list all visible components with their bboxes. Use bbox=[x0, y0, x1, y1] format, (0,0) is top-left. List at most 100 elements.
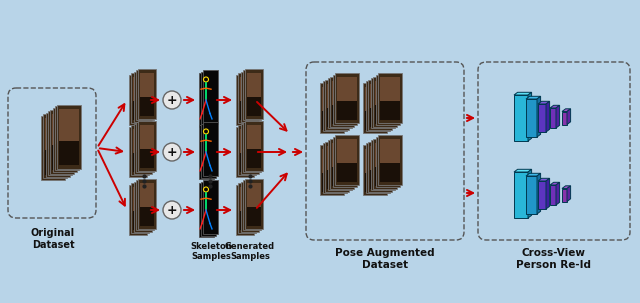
Bar bbox=[54, 112, 74, 145]
Bar bbox=[50, 147, 70, 171]
Bar bbox=[133, 77, 147, 103]
Bar bbox=[330, 82, 349, 108]
Bar bbox=[57, 142, 77, 167]
Bar bbox=[138, 68, 156, 118]
Bar bbox=[136, 186, 150, 212]
Bar bbox=[327, 84, 347, 110]
Text: Generated
Samples: Generated Samples bbox=[225, 242, 275, 261]
Bar bbox=[335, 103, 355, 122]
Bar bbox=[365, 173, 385, 192]
Bar bbox=[202, 70, 218, 124]
Bar bbox=[59, 141, 79, 165]
Bar bbox=[57, 105, 81, 169]
Polygon shape bbox=[562, 186, 571, 188]
Bar bbox=[202, 122, 218, 176]
Bar bbox=[131, 131, 145, 157]
Bar bbox=[365, 111, 385, 130]
Polygon shape bbox=[538, 178, 550, 181]
Bar bbox=[50, 110, 74, 174]
Bar bbox=[245, 208, 259, 227]
Bar bbox=[240, 129, 254, 155]
Bar bbox=[236, 185, 254, 235]
Bar bbox=[200, 181, 216, 235]
Bar bbox=[367, 109, 387, 128]
Bar bbox=[514, 172, 528, 218]
Bar bbox=[365, 143, 390, 193]
Bar bbox=[245, 184, 259, 210]
Text: +: + bbox=[166, 146, 177, 159]
Bar bbox=[245, 121, 263, 171]
Circle shape bbox=[163, 201, 181, 219]
Bar bbox=[337, 102, 357, 120]
Bar bbox=[134, 124, 152, 174]
Bar bbox=[136, 70, 154, 120]
Bar bbox=[327, 108, 347, 127]
Bar bbox=[367, 147, 387, 173]
Bar bbox=[367, 85, 387, 112]
Bar bbox=[247, 125, 261, 151]
Bar bbox=[337, 163, 357, 182]
Bar bbox=[238, 73, 256, 123]
Bar bbox=[243, 100, 257, 119]
Bar bbox=[365, 82, 390, 132]
Bar bbox=[371, 140, 394, 190]
Bar bbox=[48, 111, 72, 175]
Bar bbox=[245, 68, 263, 118]
Polygon shape bbox=[538, 101, 550, 104]
Bar bbox=[198, 73, 214, 127]
Bar bbox=[131, 183, 149, 233]
Bar bbox=[59, 109, 79, 142]
Bar bbox=[55, 106, 79, 170]
Bar bbox=[131, 189, 145, 215]
Bar bbox=[131, 213, 145, 232]
Bar bbox=[50, 115, 70, 148]
Bar bbox=[52, 145, 72, 170]
Bar bbox=[332, 81, 352, 107]
Bar bbox=[378, 73, 402, 123]
Bar bbox=[243, 152, 257, 171]
Bar bbox=[332, 167, 352, 186]
Bar bbox=[370, 170, 390, 189]
Bar bbox=[380, 139, 400, 165]
Bar bbox=[562, 112, 567, 125]
Bar bbox=[44, 115, 67, 178]
Bar bbox=[133, 129, 147, 155]
Bar bbox=[375, 143, 395, 168]
Bar bbox=[373, 138, 397, 188]
Bar bbox=[245, 74, 259, 100]
Bar bbox=[376, 75, 399, 125]
Circle shape bbox=[163, 143, 181, 161]
Bar bbox=[134, 182, 152, 232]
Bar bbox=[335, 141, 355, 167]
Bar bbox=[245, 126, 259, 152]
Polygon shape bbox=[514, 92, 532, 95]
Bar bbox=[378, 103, 397, 122]
Text: +: + bbox=[166, 94, 177, 107]
Bar bbox=[140, 73, 154, 98]
Bar bbox=[133, 153, 147, 172]
Bar bbox=[376, 137, 399, 187]
Bar bbox=[335, 165, 355, 184]
Bar bbox=[138, 208, 152, 227]
Bar bbox=[133, 211, 147, 230]
Bar bbox=[375, 167, 395, 186]
Bar bbox=[243, 76, 257, 102]
Bar bbox=[324, 85, 344, 112]
Bar bbox=[370, 108, 390, 127]
Bar bbox=[140, 183, 154, 208]
Bar bbox=[247, 73, 261, 98]
Bar bbox=[368, 142, 392, 192]
Bar bbox=[243, 122, 261, 172]
Bar bbox=[136, 128, 150, 154]
Bar bbox=[323, 82, 346, 132]
Bar bbox=[131, 73, 149, 123]
Bar bbox=[365, 149, 385, 175]
Bar bbox=[240, 102, 254, 120]
Bar bbox=[373, 77, 397, 127]
Bar bbox=[136, 152, 150, 171]
Bar bbox=[372, 82, 392, 108]
Polygon shape bbox=[562, 109, 571, 112]
Bar bbox=[370, 146, 390, 172]
Bar bbox=[200, 72, 216, 125]
Bar bbox=[43, 120, 63, 153]
